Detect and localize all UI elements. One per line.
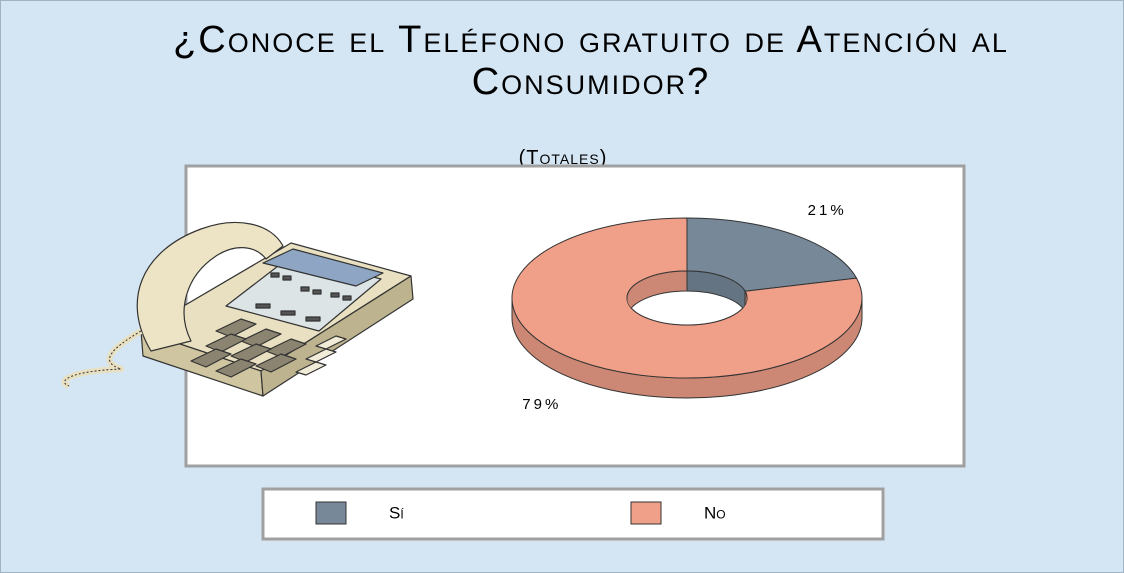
telephone-illustration [61,221,414,397]
legend-box [261,487,885,541]
chart-subtitle: (Totales) [518,147,608,169]
legend-swatch [315,501,347,525]
legend-label: Sí [389,503,404,522]
legend-swatch [630,501,662,525]
chart-title: ¿Conoce el Teléfono gratuito de Atención… [173,19,1009,103]
legend-label: No [704,503,726,522]
value-label: 79% [522,396,561,413]
value-label: 21% [808,202,847,219]
